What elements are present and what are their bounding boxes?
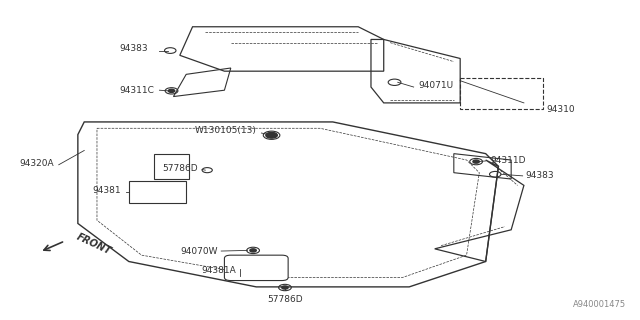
Text: 94311C: 94311C [120,86,154,95]
Text: 94381A: 94381A [201,266,236,275]
Text: 94320A: 94320A [19,159,54,168]
FancyBboxPatch shape [225,255,288,281]
Text: W130105(13): W130105(13) [195,126,256,135]
Text: 94383: 94383 [526,172,554,180]
Circle shape [266,132,277,138]
Circle shape [250,249,256,252]
Circle shape [473,160,479,163]
Circle shape [168,89,175,92]
Text: 94381: 94381 [93,186,121,195]
Text: 57786D: 57786D [162,164,198,173]
Text: FRONT: FRONT [75,232,113,256]
Circle shape [282,286,288,289]
Text: 94383: 94383 [119,44,148,53]
FancyBboxPatch shape [129,180,186,203]
Text: 94071U: 94071U [419,81,454,90]
Text: A940001475: A940001475 [573,300,626,309]
FancyBboxPatch shape [154,154,189,179]
Text: 94310: 94310 [546,105,575,114]
Text: 57786D: 57786D [267,295,303,304]
Text: 94070W: 94070W [180,247,218,256]
Text: 94311D: 94311D [491,156,526,164]
